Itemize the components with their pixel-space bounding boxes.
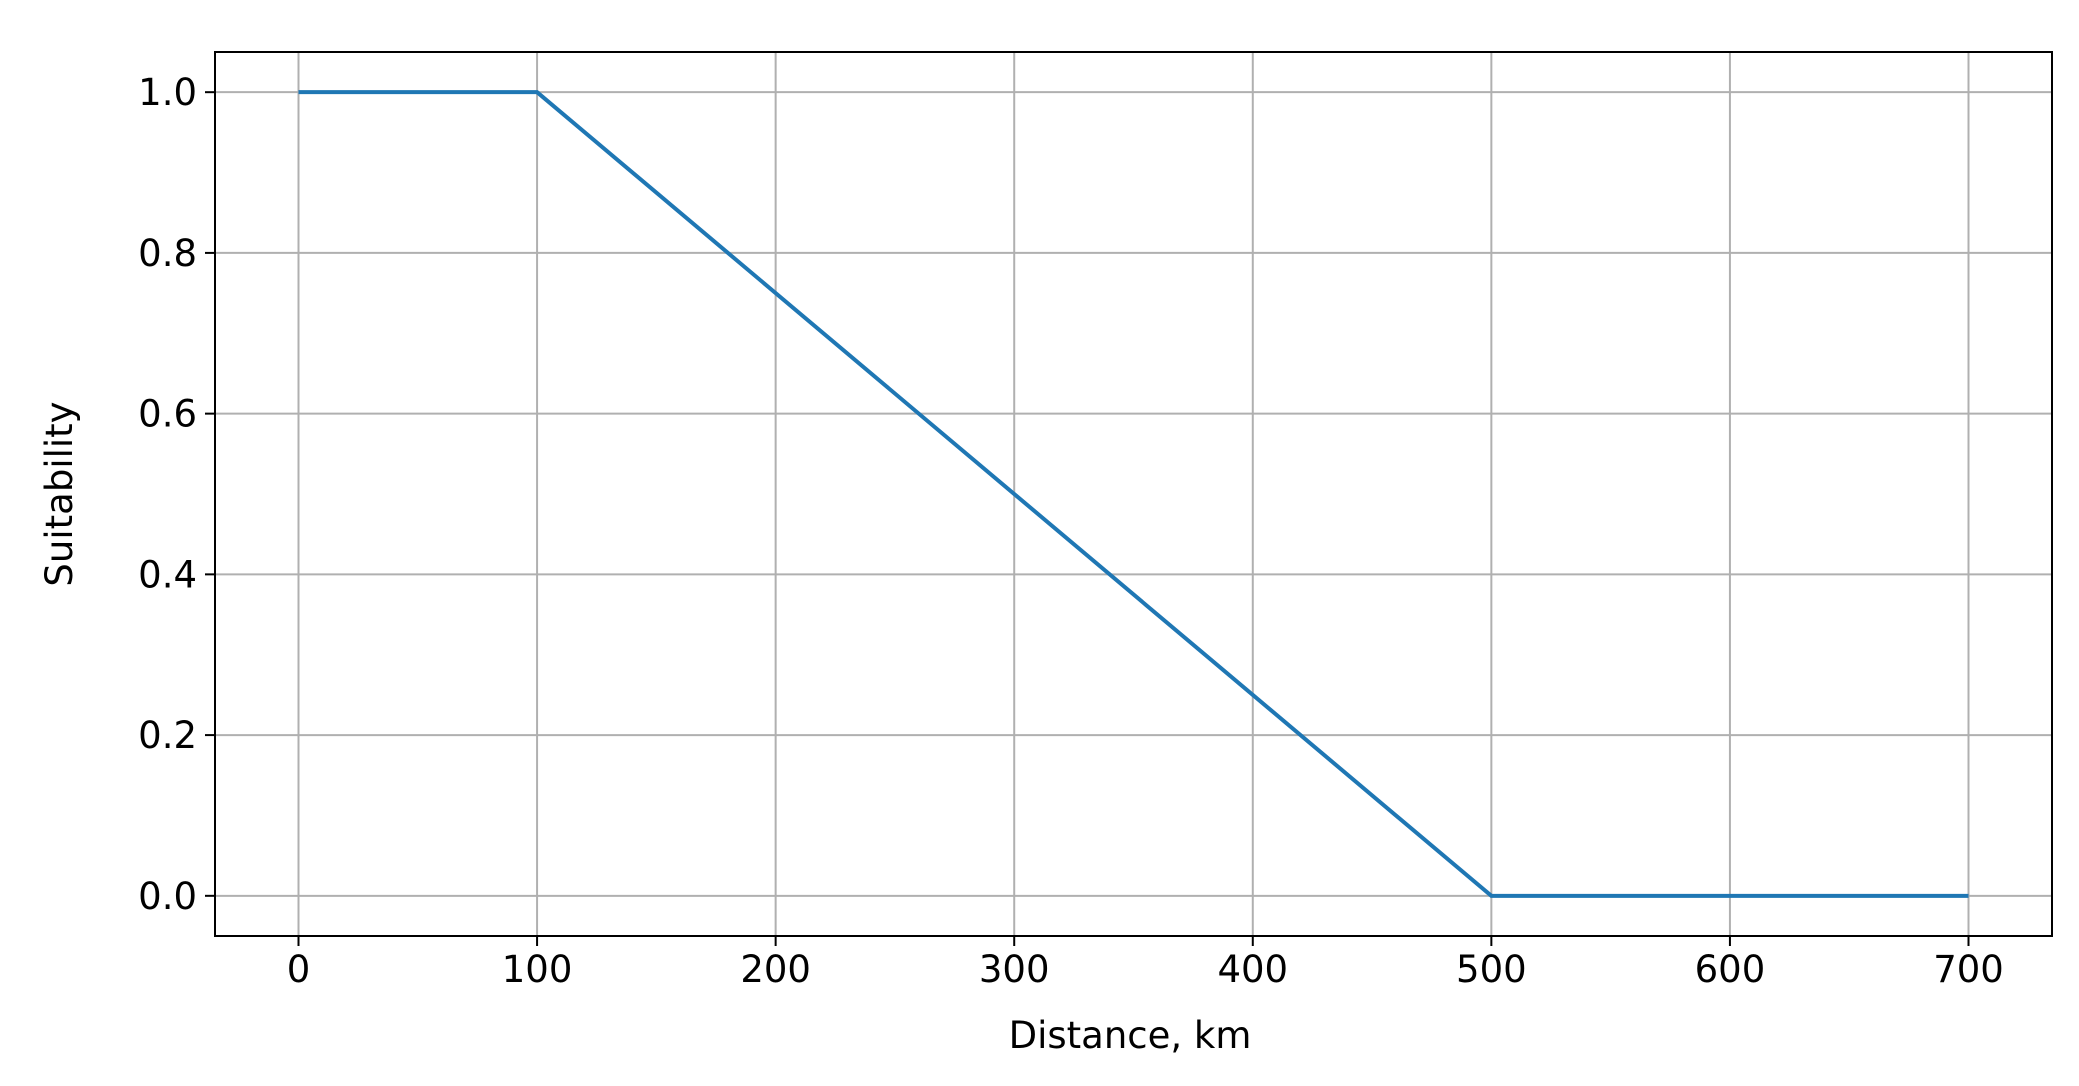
x-tick-label: 600 xyxy=(1695,948,1766,991)
x-tick-label: 0 xyxy=(287,948,311,991)
x-tick-label: 200 xyxy=(740,948,811,991)
y-tick-label: 0.0 xyxy=(138,875,197,918)
x-tick-label: 100 xyxy=(502,948,573,991)
y-tick-label: 1.0 xyxy=(138,71,197,114)
y-tick-label: 0.8 xyxy=(138,232,197,275)
x-tick-label: 300 xyxy=(979,948,1050,991)
axes-frame xyxy=(214,51,2053,937)
y-axis-label: Suitability xyxy=(38,401,81,586)
data-line xyxy=(298,90,1969,898)
x-axis-label: Distance, km xyxy=(1009,1014,1252,1057)
x-tick-label: 400 xyxy=(1217,948,1288,991)
x-tick-label: 700 xyxy=(1933,948,2004,991)
x-tick-label: 500 xyxy=(1456,948,1527,991)
y-tick-label: 0.4 xyxy=(138,553,197,596)
y-tick-label: 0.6 xyxy=(138,393,197,436)
y-tick-label: 0.2 xyxy=(138,714,197,757)
